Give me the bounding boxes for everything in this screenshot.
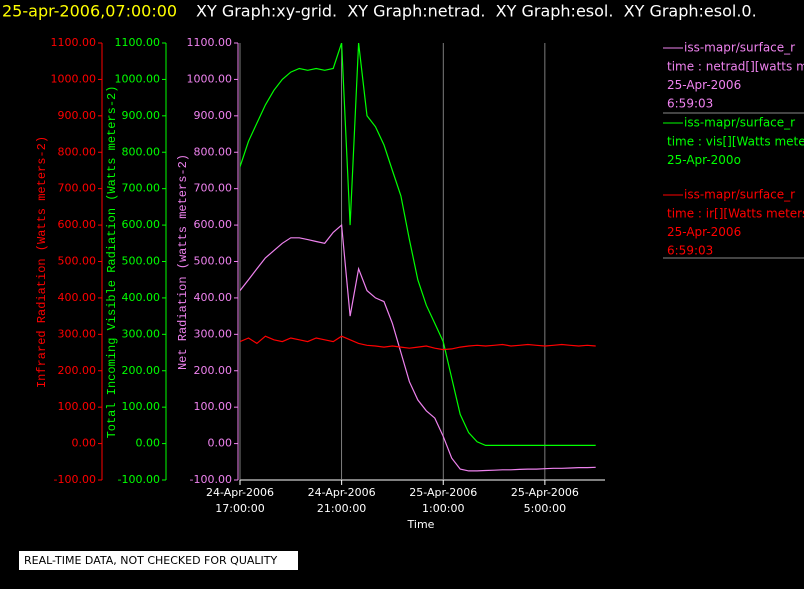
data-line bbox=[240, 223, 596, 472]
y-axis-label: Infrared Radiation (Watts meters-2) bbox=[35, 136, 49, 388]
y-tick-label: -100.00 bbox=[190, 473, 232, 486]
timestamp: 25-apr-2006,07:00:00 bbox=[2, 2, 177, 21]
y-tick-label: 0.00 bbox=[72, 437, 97, 450]
y-tick-label: 800.00 bbox=[194, 145, 233, 158]
y-tick-label: 800.00 bbox=[122, 145, 161, 158]
y-tick-label: 300.00 bbox=[122, 327, 161, 340]
x-tick-label: 24-Apr-2006 bbox=[206, 486, 274, 499]
x-tick-label: 17:00:00 bbox=[215, 502, 264, 515]
legend-info: time : ir[][Watts meters bbox=[667, 207, 804, 221]
y-tick-label: 500.00 bbox=[58, 255, 97, 268]
y-tick-label: 200.00 bbox=[194, 364, 233, 377]
y-tick-label: 400.00 bbox=[122, 291, 161, 304]
chart-title: XY Graph:xy-grid. XY Graph:netrad. XY Gr… bbox=[196, 2, 757, 21]
legend-label: iss-mapr/surface_r bbox=[684, 41, 795, 55]
y-tick-label: 300.00 bbox=[58, 327, 97, 340]
legend-info: 25-Apr-2006 bbox=[667, 225, 741, 239]
legend-info: 25-Apr-200o bbox=[667, 153, 741, 167]
y-tick-label: 200.00 bbox=[122, 364, 161, 377]
y-tick-label: 100.00 bbox=[58, 400, 97, 413]
y-tick-label: 500.00 bbox=[194, 255, 233, 268]
legend-info: 6:59:03 bbox=[667, 244, 713, 258]
y-tick-label: 700.00 bbox=[58, 182, 97, 195]
legend-info: 6:59:03 bbox=[667, 97, 713, 111]
footer-box bbox=[19, 551, 298, 570]
y-axis-label: Net Radiation (watts meters-2) bbox=[176, 154, 190, 370]
legend-info: time : netrad[][watts m bbox=[667, 60, 804, 74]
plot-area bbox=[240, 43, 596, 472]
x-tick-label: 25-Apr-2006 bbox=[511, 486, 579, 499]
y-tick-label: 0.00 bbox=[136, 437, 161, 450]
y-tick-label: 700.00 bbox=[194, 182, 233, 195]
y-tick-label: 1000.00 bbox=[115, 72, 161, 85]
data-line bbox=[240, 335, 596, 351]
y-tick-label: 100.00 bbox=[122, 400, 161, 413]
y-tick-label: 1100.00 bbox=[115, 36, 161, 49]
y-tick-label: 300.00 bbox=[194, 327, 233, 340]
legend-info: 25-Apr-2006 bbox=[667, 78, 741, 92]
y-tick-label: 100.00 bbox=[194, 400, 233, 413]
legend-label: iss-mapr/surface_r bbox=[684, 188, 795, 202]
y-tick-label: 0.00 bbox=[208, 437, 233, 450]
legend-info: time : vis[][Watts mete bbox=[667, 135, 804, 149]
y-tick-label: 1100.00 bbox=[187, 36, 233, 49]
y-tick-label: 600.00 bbox=[58, 218, 97, 231]
y-tick-label: 900.00 bbox=[58, 109, 97, 122]
y-tick-label: 1000.00 bbox=[51, 72, 97, 85]
legend-label: iss-mapr/surface_r bbox=[684, 116, 795, 130]
y-tick-label: 900.00 bbox=[194, 109, 233, 122]
y-tick-label: 800.00 bbox=[58, 145, 97, 158]
y-tick-label: -100.00 bbox=[118, 473, 160, 486]
footer: REAL-TIME DATA, NOT CHECKED FOR QUALITY bbox=[24, 554, 278, 567]
x-tick-label: 21:00:00 bbox=[317, 502, 366, 515]
y-tick-label: 1000.00 bbox=[187, 72, 233, 85]
y-tick-label: 900.00 bbox=[122, 109, 161, 122]
x-axis-label: Time bbox=[407, 518, 435, 531]
x-tick-label: 5:00:00 bbox=[524, 502, 566, 515]
y-tick-label: 500.00 bbox=[122, 255, 161, 268]
data-line bbox=[240, 43, 596, 446]
x-tick-label: 25-Apr-2006 bbox=[409, 486, 477, 499]
y-tick-label: 400.00 bbox=[194, 291, 233, 304]
y-tick-label: 200.00 bbox=[58, 364, 97, 377]
y-tick-label: 700.00 bbox=[122, 182, 161, 195]
y-tick-label: 600.00 bbox=[122, 218, 161, 231]
y-tick-label: 600.00 bbox=[194, 218, 233, 231]
y-tick-label: -100.00 bbox=[54, 473, 96, 486]
x-tick-label: 24-Apr-2006 bbox=[308, 486, 376, 499]
y-axis-label: Total Incoming Visible Radiation (Watts … bbox=[105, 86, 119, 439]
y-tick-label: 400.00 bbox=[58, 291, 97, 304]
y-tick-label: 1100.00 bbox=[51, 36, 97, 49]
x-tick-label: 1:00:00 bbox=[422, 502, 464, 515]
